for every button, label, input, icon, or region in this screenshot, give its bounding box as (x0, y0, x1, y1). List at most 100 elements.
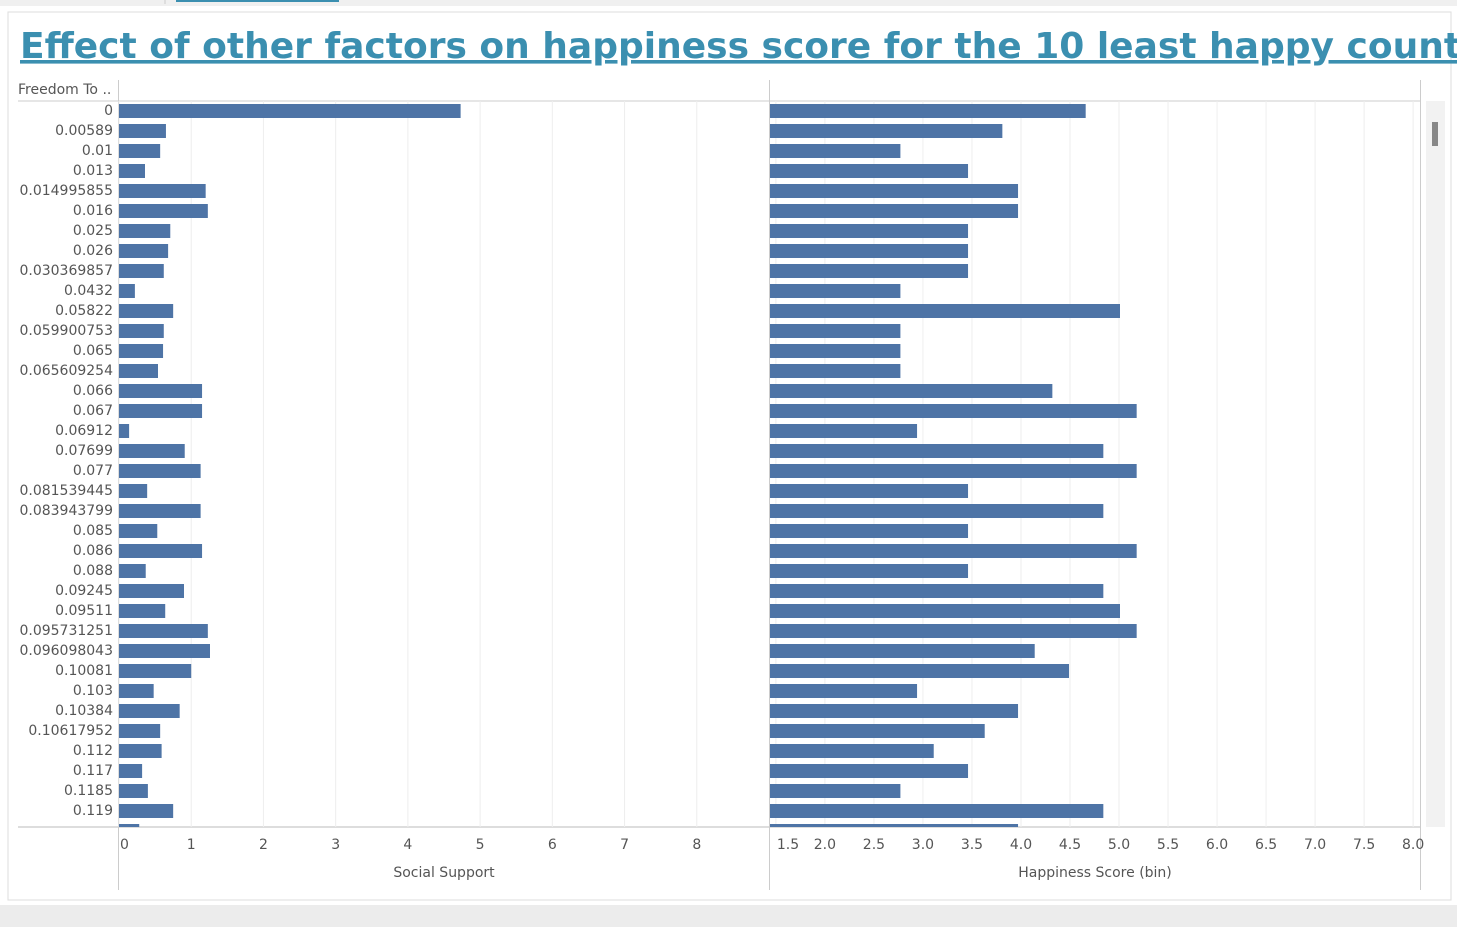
bar (119, 284, 135, 298)
bar (119, 524, 158, 538)
bar (770, 744, 934, 758)
x-tick-label: 8.0 (1402, 837, 1424, 853)
bar (119, 164, 145, 178)
bar (770, 144, 901, 158)
bar (119, 604, 166, 618)
bar (119, 404, 203, 418)
x-tick-label: 3.5 (961, 837, 983, 853)
bar (119, 624, 208, 638)
bar (770, 324, 901, 338)
bar (770, 684, 918, 698)
bar (770, 164, 969, 178)
row-label: 0.09245 (55, 583, 113, 599)
bar (770, 424, 918, 438)
bar (770, 304, 1120, 318)
active-tab[interactable] (176, 0, 339, 2)
bar (770, 764, 969, 778)
row-label: 0.112 (73, 743, 113, 759)
bar (770, 724, 985, 738)
bar (770, 124, 1003, 138)
row-label: 0.066 (73, 383, 113, 399)
row-label: 0.065609254 (19, 363, 113, 379)
row-label: 0.09511 (55, 603, 113, 619)
bar (119, 444, 185, 458)
x-tick-label: 6 (548, 837, 557, 853)
x-tick-label: 5.0 (1108, 837, 1130, 853)
row-label: 0.083943799 (19, 503, 113, 519)
x-tick-label: 3.0 (912, 837, 934, 853)
bar (119, 584, 184, 598)
bar (119, 204, 208, 218)
x-tick-label: 7.5 (1353, 837, 1375, 853)
bar (119, 764, 143, 778)
row-label: 0 (104, 103, 113, 119)
bar (119, 544, 203, 558)
bar (119, 364, 158, 378)
x-tick-label: 4.5 (1059, 837, 1081, 853)
bar (770, 264, 969, 278)
bar (119, 664, 192, 678)
bar (119, 704, 180, 718)
bar (770, 364, 901, 378)
bar (119, 184, 206, 198)
bar (770, 804, 1104, 818)
bar (119, 144, 161, 158)
bar (119, 244, 169, 258)
bar (119, 684, 154, 698)
row-label: 0.067 (73, 403, 113, 419)
row-label: 0.065 (73, 343, 113, 359)
row-label: 0.095731251 (19, 623, 113, 639)
bar (119, 804, 174, 818)
bar (770, 464, 1137, 478)
bar (770, 444, 1104, 458)
x-tick-label: 4 (403, 837, 412, 853)
sheet-frame (7, 11, 1452, 901)
x-tick-label: 6.0 (1206, 837, 1228, 853)
bar (770, 484, 969, 498)
bar (770, 524, 969, 538)
row-label: 0.059900753 (19, 323, 113, 339)
x-tick-label: 4.0 (1010, 837, 1032, 853)
row-label: 0.077 (73, 463, 113, 479)
bar (770, 204, 1019, 218)
x-tick-label: 0 (120, 837, 129, 853)
bar (770, 344, 901, 358)
scrollbar-thumb[interactable] (1432, 122, 1438, 146)
bar (119, 124, 166, 138)
row-label: 0.10617952 (28, 723, 113, 739)
row-label: 0.025 (73, 223, 113, 239)
row-label: 0.10384 (55, 703, 113, 719)
x-tick-label: 1 (187, 837, 196, 853)
bar (119, 424, 130, 438)
x-tick-label: 2.5 (863, 837, 885, 853)
row-label: 0.07699 (55, 443, 113, 459)
x-tick-label: 7 (620, 837, 629, 853)
bar (770, 664, 1070, 678)
bar (119, 304, 174, 318)
row-header: Freedom To .. (18, 82, 111, 98)
row-label: 0.016 (73, 203, 113, 219)
bar (770, 284, 901, 298)
bar (119, 484, 148, 498)
bar (119, 564, 146, 578)
x-tick-label: 6.5 (1255, 837, 1277, 853)
x-tick-label: 2.0 (814, 837, 836, 853)
bar (770, 224, 969, 238)
bar (119, 344, 164, 358)
scrollbar-track[interactable] (1426, 101, 1445, 827)
bar (770, 384, 1053, 398)
row-label: 0.0432 (64, 283, 113, 299)
rows: 0 0.00589 0.01 0.013 0.014995855 0.016 0.025 0.… (19, 103, 1137, 827)
row-label: 0.06912 (55, 423, 113, 439)
x-tick-label: 7.0 (1304, 837, 1326, 853)
bar (770, 584, 1104, 598)
bar (119, 824, 140, 827)
bar (119, 324, 164, 338)
x-tick-label: 1.5 (777, 837, 799, 853)
row-label: 0.00589 (55, 123, 113, 139)
chart-title: Effect of other factors on happiness sco… (20, 26, 1457, 67)
status-bar (0, 905, 1457, 927)
row-label: 0.119 (73, 803, 113, 819)
